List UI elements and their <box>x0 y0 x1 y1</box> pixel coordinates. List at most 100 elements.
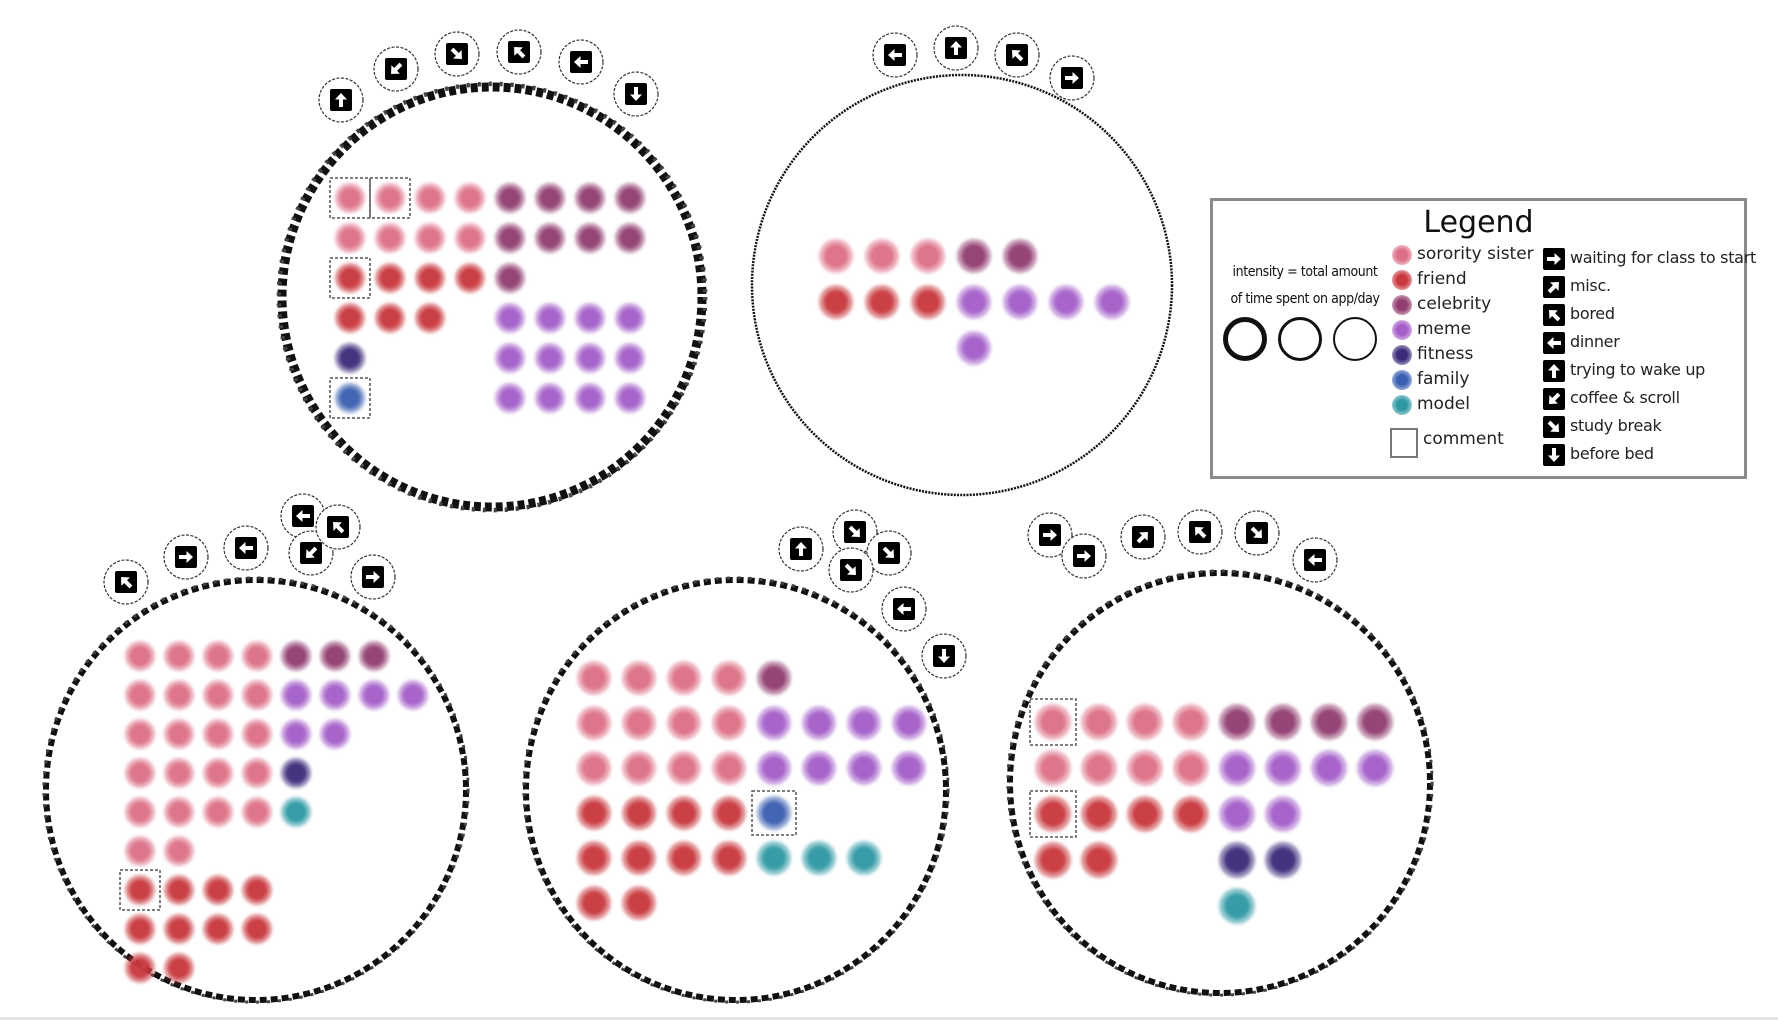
dot-sorority-sister <box>712 661 746 695</box>
comment-marker <box>1029 698 1077 746</box>
dot-sorority-sister <box>164 719 194 749</box>
dot-meme <box>847 706 881 740</box>
dot-model <box>281 797 311 827</box>
intensity-ring-texture <box>522 576 950 1004</box>
dot-sorority-sister <box>164 680 194 710</box>
comment-label: comment <box>1423 429 1504 449</box>
dot-sorority-sister <box>203 719 233 749</box>
dot-meme <box>847 751 881 785</box>
legend-swatch-meme <box>1392 320 1412 340</box>
dot-celebrity <box>575 183 605 213</box>
dot-sorority-sister <box>242 719 272 749</box>
dot-celebrity <box>757 661 791 695</box>
dot-sorority-sister <box>911 239 945 273</box>
day-ring-2 <box>750 25 1174 497</box>
dot-meme <box>575 383 605 413</box>
dot-sorority-sister <box>335 223 365 253</box>
dot-sorority-sister <box>622 661 656 695</box>
dot-meme <box>1095 285 1129 319</box>
bottom-divider <box>0 1017 1778 1020</box>
right-arrow-icon <box>163 534 209 580</box>
dot-celebrity <box>615 183 645 213</box>
intensity-note-line2: of time spent on app/day <box>1230 291 1380 307</box>
right-arrow-icon <box>1049 55 1095 101</box>
dot-sorority-sister <box>125 797 155 827</box>
dot-meme <box>757 706 791 740</box>
day-ring-3 <box>42 493 470 1004</box>
dot-fitness <box>1219 842 1255 878</box>
dot-sorority-sister <box>622 751 656 785</box>
dot-meme <box>398 680 428 710</box>
dot-meme <box>535 343 565 373</box>
dot-friend <box>119 869 161 911</box>
dot-sorority-sister <box>667 706 701 740</box>
dot-meme <box>615 383 645 413</box>
dot-sorority-sister <box>1127 750 1163 786</box>
right-arrow-icon <box>1543 248 1565 270</box>
dot-friend <box>125 953 155 983</box>
comment-marker <box>329 257 371 299</box>
dot-friend <box>203 914 233 944</box>
up-left-arrow-icon <box>994 32 1040 78</box>
legend-label-meme: meme <box>1417 319 1472 339</box>
left-arrow-icon <box>558 39 604 85</box>
dot-sorority-sister <box>865 239 899 273</box>
dot-sorority-sister <box>375 223 405 253</box>
dot-sorority-sister <box>203 797 233 827</box>
dot-friend <box>712 796 746 830</box>
dot-celebrity <box>281 641 311 671</box>
dot-friend <box>242 875 272 905</box>
intensity-high-circle <box>1223 317 1267 361</box>
legend-panel: Legend intensity = total amount of time … <box>1210 198 1756 479</box>
dot-fitness <box>335 343 365 373</box>
dot-sorority-sister <box>242 797 272 827</box>
dot-sorority-sister <box>164 797 194 827</box>
dot-friend <box>577 886 611 920</box>
dot-sorority-sister <box>125 719 155 749</box>
dot-celebrity <box>1357 704 1393 740</box>
dot-meme <box>495 343 525 373</box>
dot-friend <box>1035 842 1071 878</box>
dot-meme <box>1357 750 1393 786</box>
dot-meme <box>535 383 565 413</box>
dot-celebrity <box>495 223 525 253</box>
dot-sorority-sister <box>1029 698 1077 746</box>
down-left-arrow-icon <box>373 46 419 92</box>
legend-activity-label: waiting for class to start <box>1570 248 1756 267</box>
dot-friend <box>242 914 272 944</box>
dot-sorority-sister <box>242 758 272 788</box>
dot-model <box>802 841 836 875</box>
dot-meme <box>1219 796 1255 832</box>
legend-activity-label: coffee & scroll <box>1570 388 1680 407</box>
dot-friend <box>203 875 233 905</box>
dot-sorority-sister <box>242 641 272 671</box>
intensity-ring-texture <box>276 81 708 513</box>
day-ring-5 <box>1006 509 1434 997</box>
dot-sorority-sister <box>1173 704 1209 740</box>
comment-marker <box>329 377 371 419</box>
left-arrow-icon <box>223 525 269 571</box>
dot-sorority-sister <box>415 183 445 213</box>
dot-sorority-sister <box>1127 704 1163 740</box>
dot-model <box>757 841 791 875</box>
legend-activity-label: misc. <box>1570 276 1611 295</box>
legend-swatch-sorority-sister <box>1392 245 1412 265</box>
legend-swatch-model <box>1392 395 1412 415</box>
dot-celebrity <box>957 239 991 273</box>
dot-sorority-sister <box>455 183 485 213</box>
intensity-low-circle <box>1333 317 1377 361</box>
dot-celebrity <box>615 223 645 253</box>
dot-friend <box>622 841 656 875</box>
legend-title: Legend <box>1423 205 1534 240</box>
dot-sorority-sister <box>1035 750 1071 786</box>
comment-marker <box>119 869 161 911</box>
dot-meme <box>957 285 991 319</box>
dot-meme <box>281 719 311 749</box>
legend-label-celebrity: celebrity <box>1417 294 1492 314</box>
dot-meme <box>892 706 926 740</box>
up-arrow-icon <box>1543 360 1565 382</box>
dot-friend <box>415 303 445 333</box>
legend-swatch-family <box>1392 370 1412 390</box>
dot-sorority-sister <box>577 751 611 785</box>
